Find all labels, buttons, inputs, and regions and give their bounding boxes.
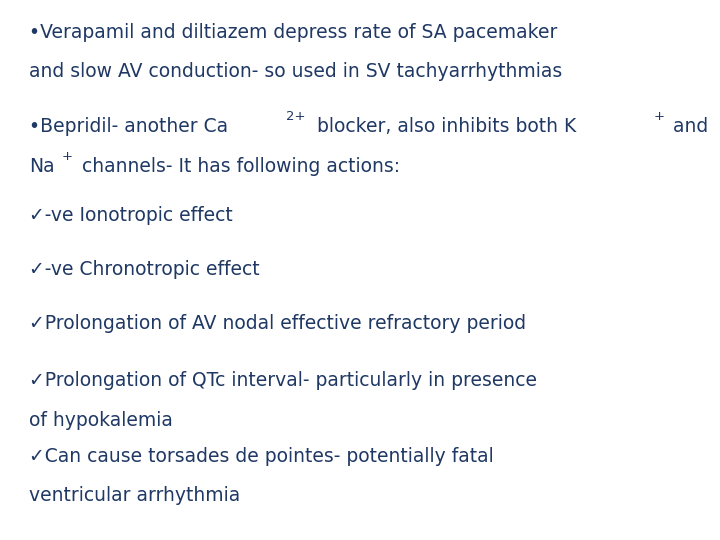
- Text: •Verapamil and diltiazem depress rate of SA pacemaker: •Verapamil and diltiazem depress rate of…: [29, 23, 557, 42]
- Text: ✓Prolongation of AV nodal effective refractory period: ✓Prolongation of AV nodal effective refr…: [29, 314, 526, 333]
- Text: blocker, also inhibits both K: blocker, also inhibits both K: [311, 117, 576, 136]
- Text: 2+: 2+: [286, 110, 305, 124]
- Text: and slow AV conduction- so used in SV tachyarrhythmias: and slow AV conduction- so used in SV ta…: [29, 62, 562, 81]
- Text: Na: Na: [29, 157, 55, 176]
- Text: ✓Prolongation of QTc interval- particularly in presence: ✓Prolongation of QTc interval- particula…: [29, 371, 537, 390]
- Text: ✓-ve Ionotropic effect: ✓-ve Ionotropic effect: [29, 206, 233, 225]
- Text: of hypokalemia: of hypokalemia: [29, 410, 173, 429]
- Text: ✓-ve Chronotropic effect: ✓-ve Chronotropic effect: [29, 260, 259, 279]
- Text: ✓Can cause torsades de pointes- potentially fatal: ✓Can cause torsades de pointes- potentia…: [29, 447, 493, 465]
- Text: channels- It has following actions:: channels- It has following actions:: [76, 157, 400, 176]
- Text: and: and: [667, 117, 708, 136]
- Text: •Bepridil- another Ca: •Bepridil- another Ca: [29, 117, 228, 136]
- Text: +: +: [653, 110, 664, 124]
- Text: +: +: [62, 150, 73, 163]
- Text: ventricular arrhythmia: ventricular arrhythmia: [29, 486, 240, 505]
